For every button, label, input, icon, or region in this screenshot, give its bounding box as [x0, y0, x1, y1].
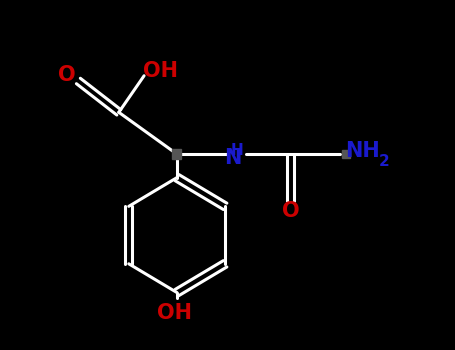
Text: NH: NH: [345, 141, 380, 161]
Text: H: H: [230, 143, 243, 158]
Text: N: N: [224, 148, 241, 168]
Text: O: O: [282, 201, 299, 220]
Text: 2: 2: [379, 154, 389, 169]
Bar: [342, 150, 350, 158]
Text: O: O: [58, 65, 76, 85]
Text: OH: OH: [157, 303, 192, 323]
Text: OH: OH: [143, 61, 178, 80]
Bar: [172, 149, 182, 159]
